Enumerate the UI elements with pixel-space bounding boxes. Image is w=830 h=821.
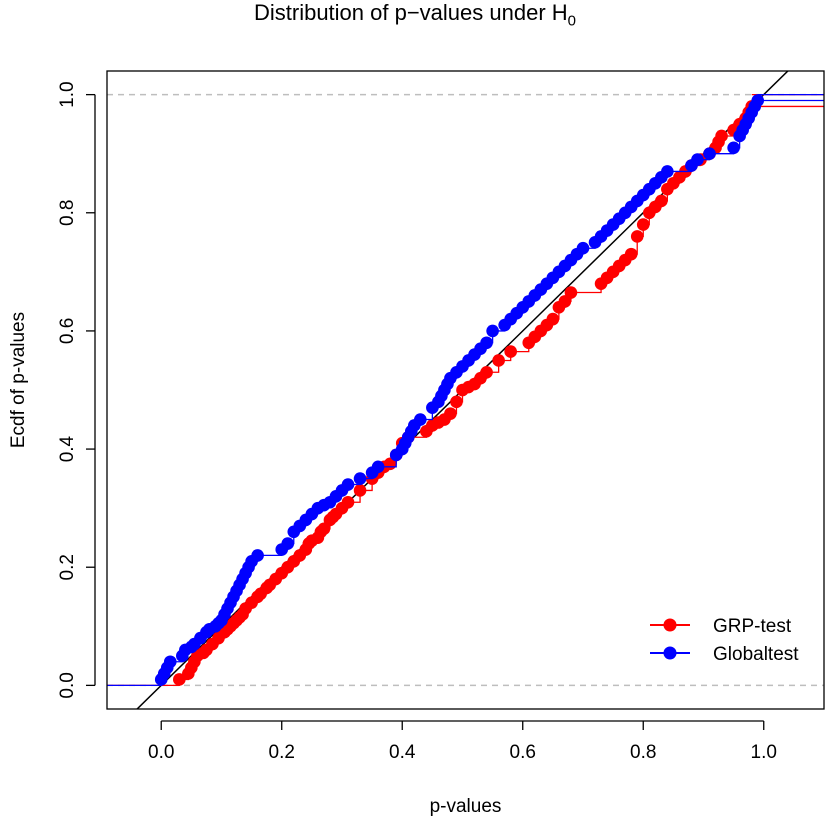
- point-0-74: [636, 218, 650, 231]
- point-0-32: [317, 522, 331, 536]
- point-1-37: [353, 472, 367, 485]
- point-0-51: [450, 395, 463, 409]
- legend: GRP-test Globaltest: [650, 616, 799, 665]
- point-0-0: [173, 673, 186, 686]
- point-1-24: [251, 549, 264, 562]
- series-grp-test: [107, 93, 824, 687]
- point-0-73: [630, 230, 644, 243]
- y-tick-label-5: 1.0: [57, 81, 78, 107]
- point-0-56: [480, 365, 493, 379]
- x-tick-label-0: 0.0: [148, 742, 174, 763]
- y-axis-label: Ecdf of p-values: [8, 311, 29, 449]
- legend-marker-1: [663, 646, 677, 660]
- y-tick-label-2: 0.4: [57, 435, 78, 462]
- point-1-26: [281, 537, 295, 550]
- y-tick-label-3: 0.6: [57, 318, 78, 344]
- point-0-38: [353, 484, 367, 497]
- point-0-58: [504, 345, 517, 358]
- legend-label-1: Globaltest: [713, 644, 799, 665]
- y-tick-label-0: 0.0: [57, 672, 78, 698]
- x-tick-label-5: 1.0: [751, 742, 777, 763]
- point-0-50: [444, 407, 457, 420]
- legend-marker-0: [663, 618, 677, 632]
- series-layer: [107, 93, 824, 687]
- point-0-37: [341, 495, 355, 509]
- point-0-87: [715, 129, 728, 143]
- chart-title: Distribution of p−values under H0: [0, 0, 830, 29]
- point-1-88: [691, 153, 704, 166]
- chart-title-text: Distribution of p−values under H: [253, 0, 568, 25]
- x-tick-label-3: 0.6: [510, 742, 536, 763]
- legend-label-0: GRP-test: [713, 616, 792, 637]
- x-tick-label-1: 0.2: [269, 742, 295, 763]
- plot-frame: [106, 70, 825, 710]
- point-0-57: [492, 354, 505, 367]
- x-tick-label-2: 0.4: [389, 742, 416, 763]
- point-1-59: [486, 324, 499, 338]
- point-0-66: [564, 286, 578, 299]
- point-0-63: [546, 312, 560, 326]
- point-1-90: [727, 141, 740, 155]
- point-0-65: [558, 295, 572, 308]
- y-tick-label-1: 0.2: [57, 554, 78, 580]
- point-1-89: [703, 147, 716, 161]
- series-globaltest: [107, 93, 824, 687]
- y-tick-label-4: 0.8: [57, 200, 78, 226]
- chart-title-subscript: 0: [567, 12, 576, 30]
- point-1-86: [661, 165, 674, 178]
- point-0-77: [655, 194, 668, 208]
- x-axis-label: p-values: [429, 796, 502, 817]
- point-1-97: [751, 94, 765, 107]
- point-1-46: [414, 413, 427, 426]
- x-axis: 0.0 0.2 0.4 0.6 0.8 1.0: [148, 720, 777, 763]
- x-tick-label-4: 0.8: [630, 742, 656, 763]
- point-1-73: [576, 241, 590, 255]
- point-1-58: [480, 336, 493, 350]
- point-1-36: [341, 478, 355, 491]
- y-axis: 0.0 0.2 0.4 0.6 0.8 1.0: [57, 81, 96, 699]
- point-0-72: [624, 247, 638, 261]
- point-1-39: [371, 460, 385, 474]
- point-1-3: [163, 655, 177, 669]
